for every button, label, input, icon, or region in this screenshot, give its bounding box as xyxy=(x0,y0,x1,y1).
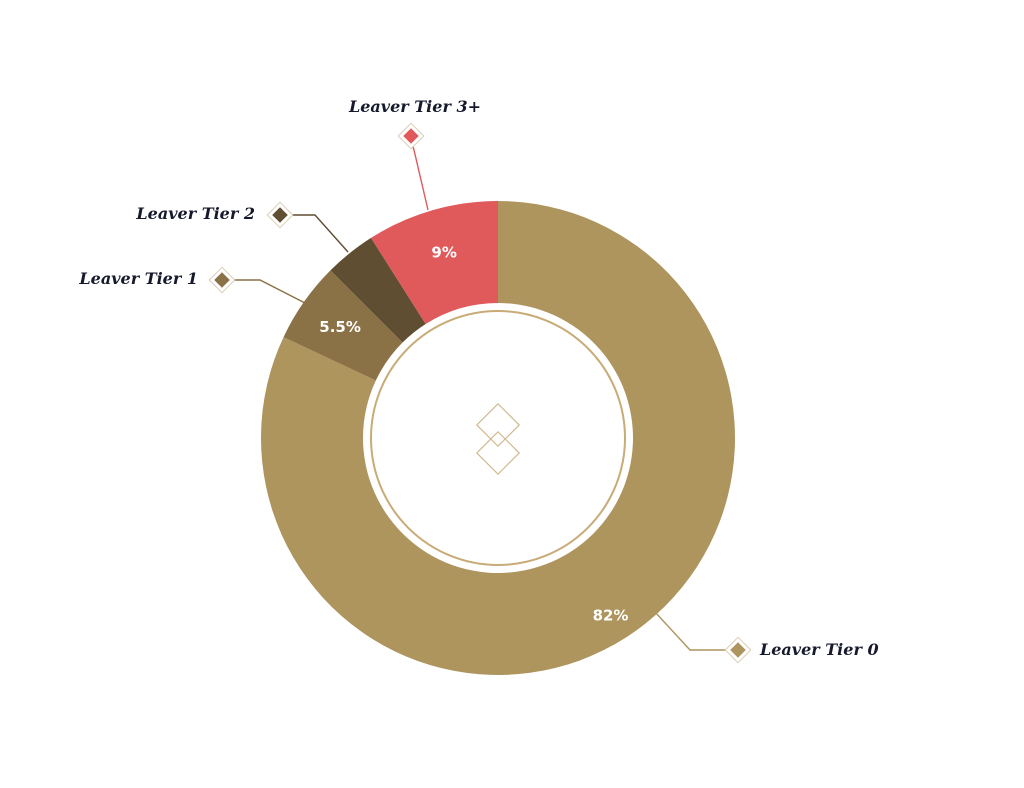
leader-line-leaver-tier-1 xyxy=(232,279,306,304)
inner-ring-outline xyxy=(370,310,626,566)
center-diamond-icon xyxy=(475,402,521,476)
callouts: Leaver Tier 0 Leaver Tier 1 Leaver Tier 2 L… xyxy=(78,97,879,664)
legend-diamond-leaver-tier-1 xyxy=(214,272,230,288)
legend-label-leaver-tier-1: Leaver Tier 1 xyxy=(78,269,198,288)
value-label-leaver-tier-0: 82% xyxy=(593,606,629,624)
value-label-leaver-tier-3: 9% xyxy=(431,244,456,262)
slice-leaver-tier-2 xyxy=(330,237,426,343)
legend-diamond-leaver-tier-2 xyxy=(272,207,288,223)
legend-label-leaver-tier-3: Leaver Tier 3+ xyxy=(348,97,481,116)
value-label-leaver-tier-1: 5.5% xyxy=(319,318,361,336)
donut-slices xyxy=(261,201,736,676)
leader-line-leaver-tier-2 xyxy=(290,214,349,253)
value-labels: 82% 5.5% 9% xyxy=(319,244,628,625)
slice-leaver-tier-3 xyxy=(371,201,498,325)
leader-line-leaver-tier-0 xyxy=(654,611,730,651)
leader-line-leaver-tier-3 xyxy=(411,143,429,211)
legend-label-leaver-tier-0: Leaver Tier 0 xyxy=(759,640,879,659)
legend-diamond-leaver-tier-3 xyxy=(403,128,419,144)
legend-diamond-leaver-tier-0 xyxy=(730,642,746,658)
slice-leaver-tier-1 xyxy=(283,270,403,381)
legend-label-leaver-tier-2: Leaver Tier 2 xyxy=(135,204,255,223)
slice-leaver-tier-0 xyxy=(261,201,736,676)
